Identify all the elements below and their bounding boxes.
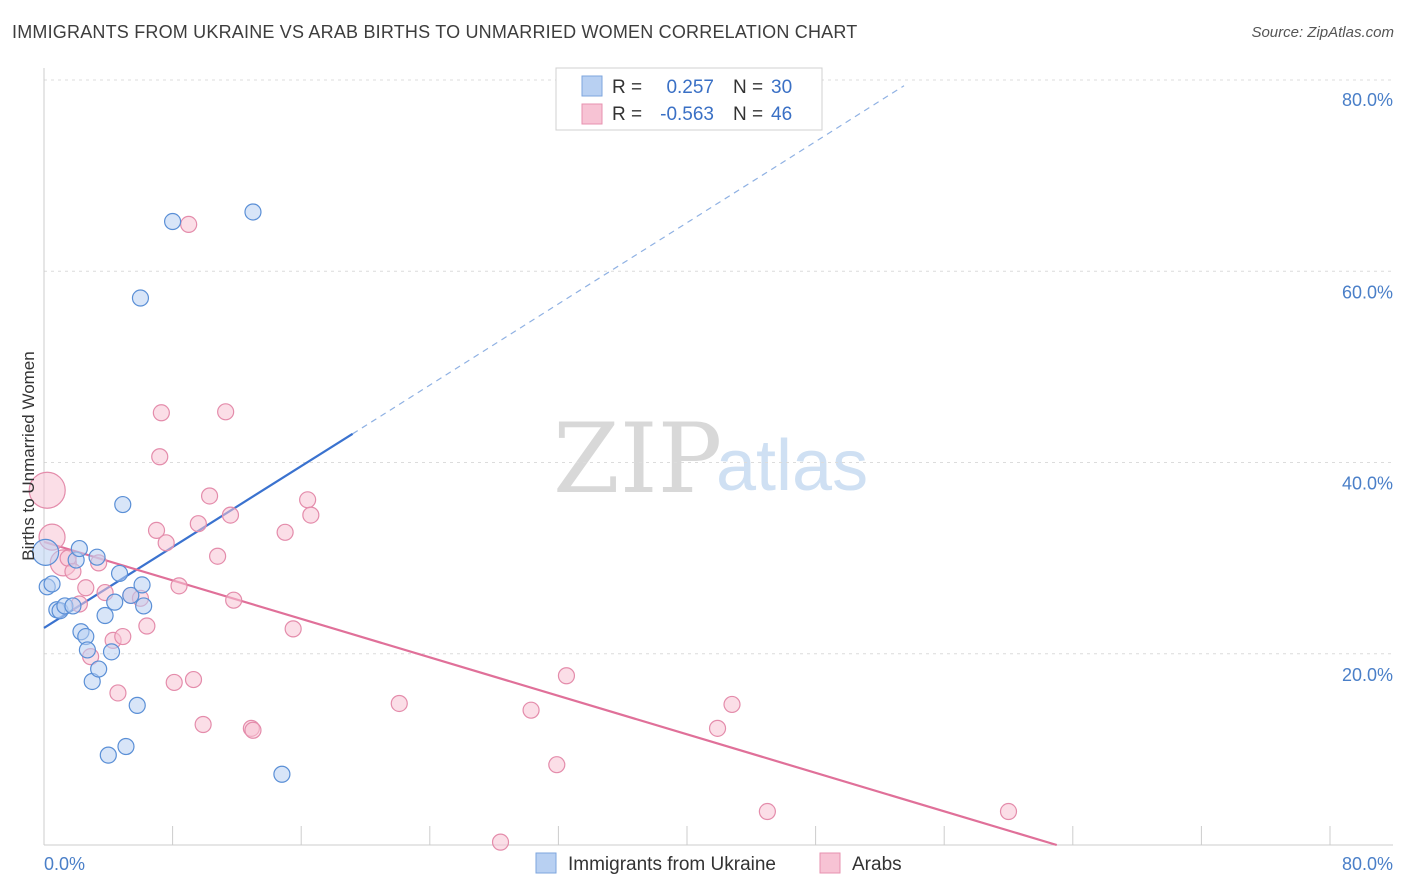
y-tick-label-60: 60.0% bbox=[1342, 282, 1393, 302]
stats-legend: R = 0.257 N = 30 R = -0.563 N = 46 bbox=[555, 67, 823, 131]
arabs-point-33 bbox=[276, 523, 294, 541]
x-tick-label-max: 80.0% bbox=[1342, 854, 1393, 874]
blue-swatch bbox=[581, 75, 603, 97]
arabs-point-26 bbox=[200, 487, 219, 505]
arabs-point-19 bbox=[157, 534, 175, 552]
ukraine-points bbox=[32, 203, 291, 783]
arabs-point-11 bbox=[109, 684, 127, 702]
ukraine-point-14 bbox=[88, 548, 106, 566]
ukraine-point-19 bbox=[110, 564, 129, 583]
trend-lines bbox=[43, 85, 1058, 847]
ukraine-point-11 bbox=[78, 641, 97, 659]
arabs-point-42 bbox=[708, 719, 727, 737]
arabs-point-20 bbox=[165, 673, 183, 692]
pink-swatch bbox=[581, 103, 603, 125]
blue-n-value: 30 bbox=[771, 77, 792, 98]
arabs-trend-line bbox=[43, 540, 1058, 847]
arabs-point-43 bbox=[723, 695, 741, 714]
ukraine-point-2 bbox=[43, 575, 61, 593]
legend-arabs-label: Arabs bbox=[852, 854, 902, 875]
pink-n-label: N = bbox=[733, 104, 763, 125]
ukraine-point-27 bbox=[164, 212, 182, 231]
y-tick-labels: 20.0% 40.0% 60.0% 80.0% bbox=[1342, 90, 1393, 685]
y-tick-label-80: 80.0% bbox=[1342, 90, 1393, 110]
arabs-point-6 bbox=[77, 579, 95, 597]
arabs-point-28 bbox=[217, 403, 235, 421]
ukraine-point-28 bbox=[244, 203, 262, 221]
ukraine-point-15 bbox=[96, 606, 114, 625]
arabs-points bbox=[28, 215, 1018, 851]
chart-title: IMMIGRANTS FROM UKRAINE VS ARAB BIRTHS T… bbox=[12, 22, 858, 42]
arabs-point-41 bbox=[557, 667, 576, 685]
ukraine-point-29 bbox=[273, 765, 291, 783]
arabs-point-18 bbox=[152, 404, 170, 422]
blue-r-value: 0.257 bbox=[666, 77, 714, 98]
arabs-point-27 bbox=[209, 547, 227, 565]
x-tick-label-min: 0.0% bbox=[44, 854, 85, 874]
arabs-point-24 bbox=[189, 515, 207, 533]
series-legend: Immigrants from Ukraine Arabs bbox=[535, 852, 902, 875]
arabs-point-34 bbox=[284, 620, 302, 638]
arabs-point-21 bbox=[170, 577, 188, 595]
pink-r-label: R = bbox=[612, 104, 642, 125]
y-tick-label-20: 20.0% bbox=[1342, 665, 1393, 685]
ukraine-point-24 bbox=[131, 289, 150, 307]
arabs-point-30 bbox=[225, 591, 243, 609]
arabs-point-16 bbox=[147, 521, 166, 539]
ukraine-point-6 bbox=[64, 597, 82, 615]
arabs-point-15 bbox=[138, 617, 156, 635]
watermark-zip: ZIP bbox=[553, 403, 722, 515]
arabs-point-45 bbox=[999, 802, 1018, 821]
ukraine-point-18 bbox=[106, 593, 124, 611]
arabs-point-25 bbox=[194, 715, 212, 734]
arabs-point-22 bbox=[180, 215, 198, 233]
arabs-point-38 bbox=[491, 833, 510, 851]
arabs-point-37 bbox=[390, 694, 408, 713]
blue-n-label: N = bbox=[733, 77, 763, 98]
arabs-point-23 bbox=[184, 670, 203, 689]
ukraine-point-23 bbox=[128, 696, 146, 714]
arabs-point-29 bbox=[221, 506, 240, 524]
ukraine-point-0 bbox=[32, 538, 60, 566]
ukraine-point-26 bbox=[135, 597, 153, 615]
arabs-point-17 bbox=[151, 448, 169, 466]
ukraine-point-21 bbox=[117, 737, 135, 756]
arabs-point-12 bbox=[114, 627, 132, 646]
y-axis-title: Births to Unmarried Women bbox=[19, 351, 38, 560]
arabs-point-36 bbox=[302, 506, 320, 524]
legend-ukraine-swatch bbox=[535, 852, 557, 874]
ukraine-point-8 bbox=[70, 539, 88, 558]
ukraine-point-25 bbox=[133, 576, 151, 594]
legend-arabs-swatch bbox=[819, 852, 841, 874]
watermark-atlas: atlas bbox=[716, 426, 868, 506]
arabs-point-0 bbox=[28, 471, 66, 509]
axes bbox=[43, 68, 1393, 846]
arabs-point-44 bbox=[758, 802, 776, 821]
ukraine-point-20 bbox=[114, 495, 132, 514]
y-tick-label-40: 40.0% bbox=[1342, 474, 1393, 494]
arabs-point-32 bbox=[244, 721, 262, 739]
watermark: ZIP atlas bbox=[553, 403, 868, 515]
legend-ukraine-label: Immigrants from Ukraine bbox=[568, 854, 776, 875]
ukraine-point-13 bbox=[90, 660, 108, 678]
arabs-point-39 bbox=[522, 701, 540, 719]
blue-r-label: R = bbox=[612, 77, 642, 98]
ukraine-point-22 bbox=[122, 586, 140, 605]
arabs-point-35 bbox=[299, 491, 317, 509]
pink-r-value: -0.563 bbox=[660, 104, 714, 125]
ukraine-point-17 bbox=[102, 643, 121, 661]
gridlines bbox=[44, 79, 1393, 655]
source-label: Source: ZipAtlas.com bbox=[1251, 24, 1394, 41]
ukraine-trend-extension bbox=[352, 85, 905, 435]
arabs-point-40 bbox=[548, 756, 566, 774]
pink-n-value: 46 bbox=[771, 104, 792, 125]
ukraine-point-16 bbox=[99, 746, 117, 764]
